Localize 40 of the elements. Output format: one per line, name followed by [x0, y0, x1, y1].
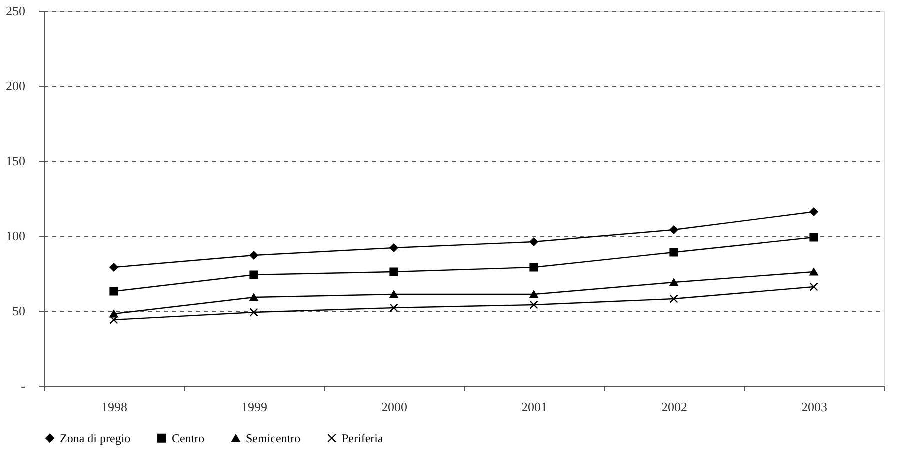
point — [250, 308, 258, 317]
point — [670, 248, 678, 257]
point — [670, 294, 678, 304]
y-tick-label: 150 — [6, 154, 26, 168]
x-tick-label: 1999 — [242, 400, 268, 414]
point — [530, 290, 538, 298]
point — [670, 226, 678, 234]
point — [530, 263, 538, 272]
point — [250, 251, 258, 260]
y-tick-label: 100 — [6, 228, 26, 244]
legend-label: Periferia — [342, 431, 384, 446]
x-tick-label: 2000 — [382, 400, 408, 414]
point — [390, 304, 398, 312]
y-tick-label: 200 — [6, 78, 26, 94]
legend-label: Centro — [172, 431, 205, 446]
y-tick-label: 250 — [6, 4, 26, 18]
point — [110, 310, 118, 318]
point — [810, 268, 818, 276]
x-tick-label: 2001 — [522, 400, 548, 414]
point — [530, 300, 538, 310]
point — [810, 233, 818, 242]
x-tick-label: 2003 — [802, 400, 828, 414]
point — [390, 290, 398, 298]
legend-label: Semicentro — [246, 432, 301, 446]
x-tick-label: 2002 — [662, 400, 688, 414]
point — [810, 282, 818, 292]
y-tick-label: - — [21, 378, 26, 394]
point — [390, 244, 398, 252]
x-tick-label: 1998 — [102, 400, 128, 414]
legend-label: Zona di pregio — [60, 431, 131, 446]
y-tick-label: 50 — [12, 304, 26, 318]
point — [110, 263, 118, 272]
point — [390, 268, 398, 276]
point — [530, 238, 538, 246]
point — [110, 287, 118, 296]
point — [110, 316, 118, 324]
point — [810, 208, 818, 216]
point — [250, 270, 258, 280]
point — [670, 278, 678, 286]
point — [250, 294, 258, 302]
